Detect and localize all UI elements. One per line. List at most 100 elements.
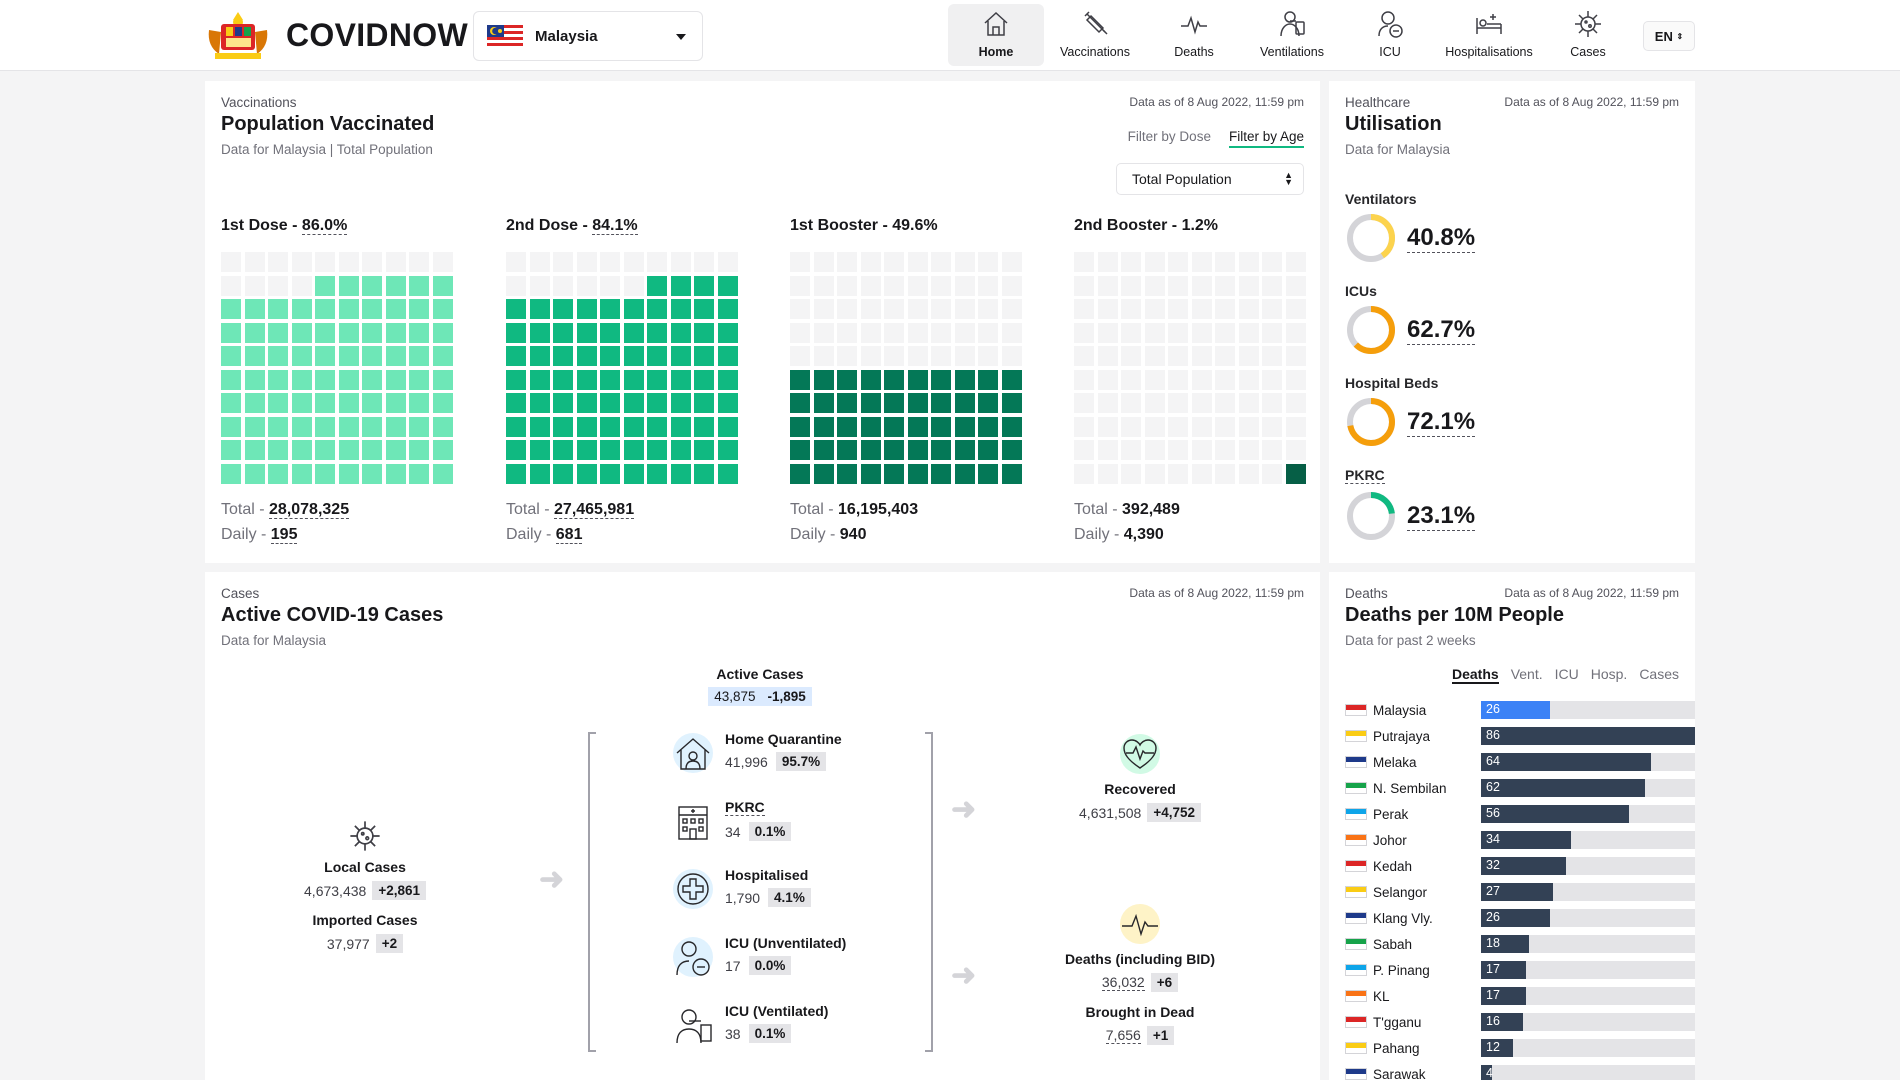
nav-home-label: Home bbox=[978, 45, 1014, 59]
bar: 64 bbox=[1481, 753, 1651, 771]
waffle-cell bbox=[268, 322, 288, 343]
tab-deaths[interactable]: Deaths bbox=[1452, 666, 1499, 684]
state-name: Sarawak bbox=[1373, 1066, 1426, 1080]
state-row[interactable]: Perak 56 bbox=[1345, 805, 1695, 823]
bar: 27 bbox=[1481, 883, 1553, 901]
util-value[interactable]: 23.1% bbox=[1407, 501, 1476, 531]
waffle-cell bbox=[954, 393, 975, 413]
donut-fill bbox=[1347, 492, 1395, 540]
nav-cases-label: Cases bbox=[1570, 45, 1606, 59]
waffle-cell bbox=[576, 416, 597, 437]
icu-patient-icon bbox=[673, 937, 713, 977]
tab-cases[interactable]: Cases bbox=[1639, 666, 1679, 682]
bar: 26 bbox=[1481, 701, 1550, 719]
waffle-cell bbox=[385, 463, 406, 484]
util-label[interactable]: PKRC bbox=[1345, 467, 1385, 484]
bar-track: 34 bbox=[1481, 831, 1695, 849]
brand-title[interactable]: COVIDNOW bbox=[286, 17, 468, 53]
pkrc-item: PKRC 34 0.1% bbox=[671, 799, 792, 843]
state-row[interactable]: Sabah 18 bbox=[1345, 935, 1695, 953]
dose-waffle-chart bbox=[1074, 252, 1306, 484]
state-row[interactable]: Putrajaya 86 bbox=[1345, 727, 1695, 745]
waffle-cell bbox=[931, 416, 951, 437]
state-row[interactable]: P. Pinang 17 bbox=[1345, 961, 1695, 979]
filter-by-age-tab[interactable]: Filter by Age bbox=[1228, 129, 1304, 148]
language-select[interactable]: EN ⇕ bbox=[1643, 21, 1695, 51]
state-row[interactable]: Kedah 32 bbox=[1345, 857, 1695, 875]
state-row[interactable]: T'gganu 16 bbox=[1345, 1013, 1695, 1031]
deaths-value[interactable]: 36,032 bbox=[1101, 974, 1145, 991]
donut-fill bbox=[1347, 306, 1395, 354]
waffle-cell bbox=[670, 275, 691, 296]
nav-icu[interactable]: ICU bbox=[1342, 4, 1438, 66]
tab-vent[interactable]: Vent. bbox=[1510, 666, 1543, 682]
state-row[interactable]: Malaysia 26 bbox=[1345, 701, 1695, 719]
card-title: Utilisation bbox=[1345, 113, 1442, 135]
state-flag-icon bbox=[1345, 704, 1367, 716]
bid-value[interactable]: 7,656 bbox=[1105, 1027, 1141, 1044]
nav-icu-label: ICU bbox=[1379, 45, 1401, 59]
state-flag-icon bbox=[1345, 938, 1367, 950]
tab-icu[interactable]: ICU bbox=[1554, 666, 1579, 682]
waffle-cell bbox=[954, 275, 975, 296]
nav-cases[interactable]: Cases bbox=[1540, 4, 1636, 66]
state-row[interactable]: Pahang 12 bbox=[1345, 1039, 1695, 1057]
state-name: Sabah bbox=[1373, 936, 1413, 952]
recovered-delta: +4,752 bbox=[1147, 803, 1201, 822]
dose-name: 2nd Booster - bbox=[1074, 217, 1182, 234]
nav-vaccinations[interactable]: Vaccinations bbox=[1044, 4, 1146, 66]
state-row[interactable]: Selangor 27 bbox=[1345, 883, 1695, 901]
state-row[interactable]: Melaka 64 bbox=[1345, 753, 1695, 771]
population-select[interactable]: Total Population ▲ ▼ bbox=[1116, 163, 1304, 195]
waffle-cell bbox=[529, 463, 550, 484]
dose-total[interactable]: 27,465,981 bbox=[554, 501, 635, 519]
nav-deaths[interactable]: Deaths bbox=[1146, 4, 1242, 66]
tab-hosp[interactable]: Hosp. bbox=[1590, 666, 1628, 682]
dose-title: 2nd Dose - 84.1% bbox=[506, 217, 638, 235]
util-value[interactable]: 62.7% bbox=[1407, 315, 1476, 345]
item-label: ICU (Unventilated) bbox=[725, 935, 847, 951]
state-row[interactable]: Johor 34 bbox=[1345, 831, 1695, 849]
country-select[interactable]: Malaysia bbox=[473, 11, 703, 61]
dose-percent[interactable]: 84.1% bbox=[592, 217, 638, 235]
nav-hospitalisations-label: Hospitalisations bbox=[1445, 45, 1533, 59]
state-row[interactable]: KL 17 bbox=[1345, 987, 1695, 1005]
nav-ventilations[interactable]: Ventilations bbox=[1242, 4, 1342, 66]
state-row[interactable]: N. Sembilan 62 bbox=[1345, 779, 1695, 797]
waffle-cell bbox=[362, 416, 382, 437]
node-values: 36,032 +6 bbox=[1045, 973, 1235, 992]
waffle-cell bbox=[600, 463, 620, 484]
waffle-cell bbox=[268, 275, 288, 296]
bar-value: 16 bbox=[1486, 1014, 1500, 1028]
card-title: Active COVID-19 Cases bbox=[221, 604, 444, 626]
waffle-cell bbox=[1191, 322, 1212, 343]
bar-track: 26 bbox=[1481, 909, 1695, 927]
bar: 18 bbox=[1481, 935, 1529, 953]
state-row[interactable]: Sarawak 4 bbox=[1345, 1065, 1695, 1080]
util-value[interactable]: 40.8% bbox=[1407, 223, 1476, 253]
waffle-cell bbox=[268, 369, 288, 390]
dose-daily[interactable]: 681 bbox=[555, 526, 583, 544]
heart-pulse-icon bbox=[1120, 734, 1160, 774]
util-value[interactable]: 72.1% bbox=[1407, 407, 1476, 437]
dose-percent[interactable]: 86.0% bbox=[301, 217, 348, 235]
nav-home[interactable]: Home bbox=[948, 4, 1044, 66]
waffle-cell bbox=[1215, 275, 1235, 296]
filter-by-dose-tab[interactable]: Filter by Dose bbox=[1127, 129, 1211, 144]
waffle-cell bbox=[1262, 440, 1282, 460]
waffle-cell bbox=[553, 346, 573, 366]
nav-hospitalisations[interactable]: Hospitalisations bbox=[1438, 4, 1540, 66]
waffle-cell bbox=[670, 440, 691, 460]
waffle-cell bbox=[1121, 416, 1141, 437]
waffle-cell bbox=[1238, 322, 1259, 343]
waffle-cell bbox=[1097, 275, 1118, 296]
waffle-cell bbox=[1191, 275, 1212, 296]
waffle-cell bbox=[670, 369, 691, 390]
waffle-cell bbox=[1191, 299, 1212, 319]
waffle-cell bbox=[813, 440, 834, 460]
waffle-cell bbox=[931, 252, 951, 272]
dose-total[interactable]: 28,078,325 bbox=[269, 501, 350, 519]
dose-daily[interactable]: 195 bbox=[270, 526, 298, 544]
state-row[interactable]: Klang Vly. 26 bbox=[1345, 909, 1695, 927]
item-label[interactable]: PKRC bbox=[725, 799, 765, 816]
